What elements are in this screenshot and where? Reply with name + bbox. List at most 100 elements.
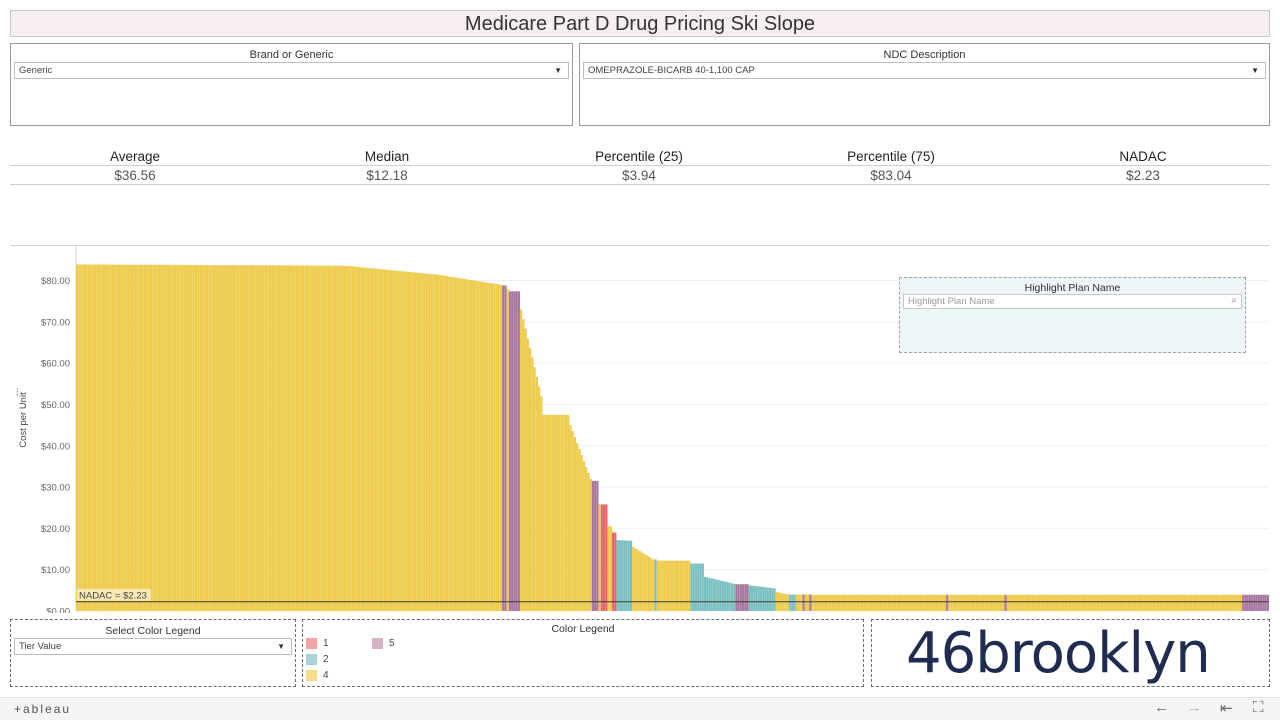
bar: [1183, 594, 1187, 612]
bar: [831, 594, 835, 612]
kpi-average: Average $36.56: [9, 148, 261, 185]
bar: [87, 264, 90, 612]
bar: [344, 265, 348, 612]
bar: [667, 560, 671, 612]
bar: [320, 265, 323, 612]
bar: [1033, 594, 1036, 612]
bar: [466, 279, 469, 612]
bar: [768, 587, 772, 612]
bar: [694, 563, 698, 612]
bar: [264, 265, 267, 612]
bar: [161, 264, 164, 612]
bar: [190, 264, 193, 612]
revert-icon[interactable]: ⇤: [1220, 700, 1233, 717]
kpi-label: Median: [364, 149, 410, 164]
bar: [928, 594, 931, 612]
kpi-percentile-25: Percentile (25) $3.94: [513, 148, 765, 185]
fullscreen-icon[interactable]: ⛶: [1253, 699, 1264, 716]
legend-item-tier-4[interactable]: 4: [306, 670, 329, 682]
chevron-down-icon[interactable]: ▼: [554, 66, 562, 75]
redo-icon[interactable]: →: [1187, 699, 1202, 716]
legend-item-tier-1[interactable]: 1: [306, 638, 329, 650]
bar: [1176, 594, 1180, 612]
ndc-select[interactable]: OMEPRAZOLE-BICARB 40-1,100 CAP ▼: [583, 62, 1266, 79]
bar: [270, 265, 274, 612]
select-color-legend-label: Select Color Legend: [105, 625, 201, 637]
bar: [952, 594, 956, 612]
bar: [1262, 594, 1265, 612]
bar: [275, 265, 278, 612]
bar: [170, 264, 173, 612]
bar: [820, 594, 823, 612]
bar: [643, 553, 646, 612]
bar: [149, 264, 153, 612]
bar: [167, 264, 171, 612]
bar: [786, 594, 790, 612]
chevron-down-icon[interactable]: ▼: [277, 642, 285, 651]
bar: [1134, 594, 1137, 612]
bar: [531, 357, 534, 612]
bar: [728, 582, 731, 612]
bar: [1071, 594, 1075, 612]
bar: [721, 580, 725, 612]
bar: [818, 594, 821, 612]
bar: [367, 267, 370, 612]
bar: [856, 594, 859, 612]
bar: [984, 594, 987, 612]
bar: [623, 540, 626, 612]
bar: [430, 273, 433, 612]
bar: [692, 563, 696, 612]
legend-swatch: [372, 638, 383, 649]
bar: [392, 270, 395, 612]
bar: [546, 414, 550, 612]
bar: [214, 264, 218, 612]
bar: [712, 578, 716, 612]
bar: [1266, 594, 1270, 612]
undo-icon[interactable]: ←: [1154, 699, 1169, 716]
bar: [582, 460, 586, 612]
bar: [1040, 594, 1043, 612]
bar: [840, 594, 844, 612]
bar: [656, 560, 660, 612]
brand-generic-select[interactable]: Generic ▼: [14, 62, 569, 79]
bar: [300, 265, 303, 612]
legend-item-tier-5[interactable]: 5: [372, 638, 395, 650]
bar: [1197, 594, 1200, 612]
y-tick-label: $10.00: [41, 565, 70, 576]
y-tick-label: $50.00: [41, 400, 70, 411]
color-legend-select[interactable]: Tier Value ▼: [14, 638, 292, 655]
search-icon[interactable]: ⌕: [1231, 295, 1237, 306]
kpi-value: $3.94: [622, 168, 656, 183]
bar: [995, 594, 998, 612]
bar: [930, 594, 933, 612]
bar: [273, 265, 276, 612]
highlight-plan-input[interactable]: Highlight Plan Name ⌕: [903, 294, 1242, 309]
bar: [573, 436, 577, 612]
bar: [423, 273, 426, 612]
bar: [504, 285, 507, 612]
tableau-logo[interactable]: +ableau: [14, 702, 72, 716]
bar: [205, 264, 209, 612]
legend-item-tier-2[interactable]: 2: [306, 654, 329, 666]
bar: [800, 594, 803, 612]
bar: [1203, 594, 1207, 612]
bar: [1201, 594, 1205, 612]
bar: [475, 280, 478, 612]
bar: [584, 466, 588, 612]
bar: [1114, 594, 1117, 612]
ndc-value: OMEPRAZOLE-BICARB 40-1,100 CAP: [588, 65, 755, 76]
bar: [1026, 594, 1030, 612]
bar: [894, 594, 897, 612]
bar: [797, 594, 801, 612]
bar: [874, 594, 877, 612]
bar: [697, 563, 700, 612]
bar: [1123, 594, 1126, 612]
bar: [358, 266, 361, 612]
bar: [833, 594, 837, 612]
bar: [100, 264, 104, 612]
chevron-down-icon[interactable]: ▼: [1251, 66, 1259, 75]
bar: [663, 560, 666, 612]
bar: [398, 270, 402, 612]
bar: [824, 594, 828, 612]
ndc-filter: NDC Description OMEPRAZOLE-BICARB 40-1,1…: [579, 43, 1270, 126]
